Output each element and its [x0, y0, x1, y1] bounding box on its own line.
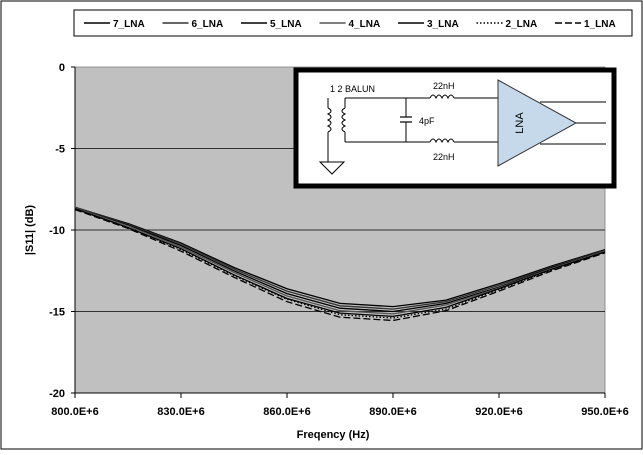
ground-symbol [318, 161, 346, 175]
legend-label: 3_LNA [427, 19, 459, 30]
y-tick-label: -20 [49, 388, 65, 400]
series-group [74, 206, 606, 322]
balun-label: 1 2 BALUN [330, 84, 375, 94]
x-tick-label: 830.0E+6 [157, 406, 204, 418]
y-tick-label: -10 [49, 225, 65, 237]
series-line-5-lna [74, 207, 606, 313]
legend-label: 1_LNA [584, 19, 616, 30]
cap-label: 4pF [419, 116, 435, 126]
balun-primary-coil [326, 107, 332, 133]
inductor-top [429, 94, 455, 100]
inductor-top-label: 22nH [433, 81, 455, 91]
amp-label: LNA [514, 112, 526, 134]
x-tick-label: 920.0E+6 [475, 406, 522, 418]
x-tick-label: 860.0E+6 [263, 406, 310, 418]
series-line-1-lna [74, 208, 606, 322]
legend-label: 2_LNA [506, 19, 538, 30]
legend: 7_LNA 6_LNA 5_LNA 4_LNA 3_LNA 2_LNA 1_LNA [84, 19, 616, 30]
inset-schematic: 1 2 BALUN 22nH 22nH 4 [293, 67, 617, 189]
x-tick-label: 950.0E+6 [581, 406, 628, 418]
balun-secondary-coil [341, 107, 347, 133]
legend-label: 6_LNA [192, 19, 224, 30]
y-tick-label: -5 [55, 144, 65, 156]
y-axis-title: |S11| (dB) [24, 205, 36, 256]
y-tick-label: -15 [49, 307, 65, 319]
x-tick-label: 800.0E+6 [51, 406, 98, 418]
inductor-bottom [429, 138, 455, 144]
series-line-7-lna [74, 206, 606, 308]
y-tick-label: 0 [59, 62, 65, 74]
y-axis: 0 -5 -10 -15 -20 [49, 62, 76, 400]
legend-label: 5_LNA [270, 19, 302, 30]
legend-label: 4_LNA [349, 19, 381, 30]
series-line-3-lna [74, 208, 606, 318]
lna-amplifier [497, 79, 578, 167]
x-axis: 800.0E+6 830.0E+6 860.0E+6 890.0E+6 920.0E+6… [51, 392, 629, 418]
x-tick-label: 890.0E+6 [369, 406, 416, 418]
legend-label: 7_LNA [113, 19, 145, 30]
series-line-6-lna [74, 206, 606, 310]
x-axis-title: Freqency (Hz) [297, 429, 370, 441]
inductor-bottom-label: 22nH [433, 152, 455, 162]
series-line-4-lna [74, 207, 606, 315]
